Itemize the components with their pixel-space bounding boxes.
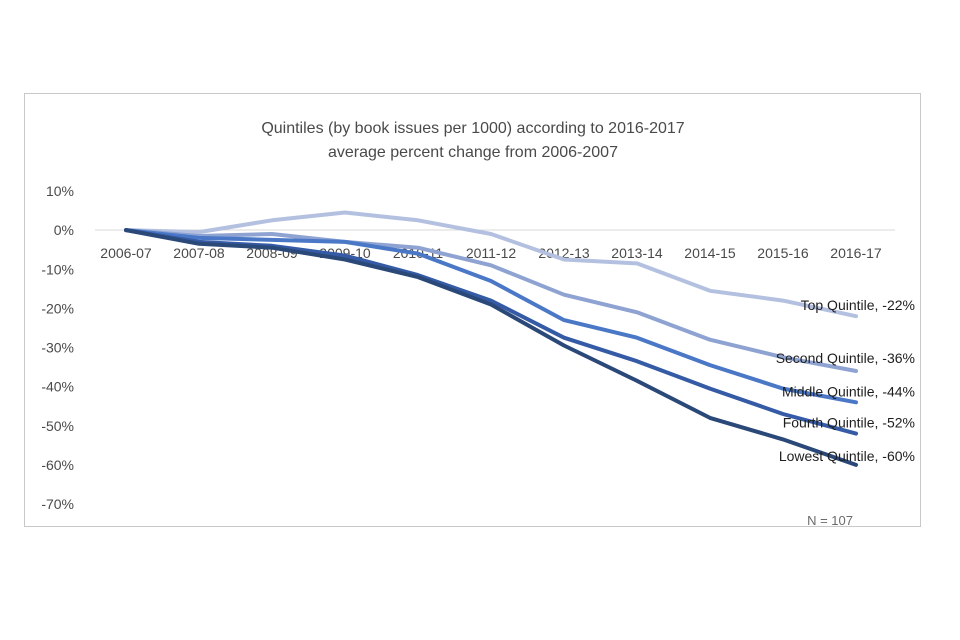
- x-tick-label: 2013-14: [611, 245, 663, 261]
- series-labels: Top Quintile, -22% Second Quintile, -36% M…: [776, 297, 915, 464]
- series-line-middle-quintile: [124, 228, 858, 405]
- x-tick-label: 2011-12: [466, 245, 517, 261]
- series-label-fourth-quintile: Fourth Quintile, -52%: [783, 415, 915, 431]
- chart-subtitle: average percent change from 2006-2007: [328, 144, 618, 161]
- x-axis-ticks: 2006-07 2007-08 2008-09 2009-10 2010-11 2011-…: [100, 245, 882, 261]
- y-axis-ticks: 10% 0% -10% -20% -30% -40% -50% -60% -70%: [41, 183, 74, 512]
- line-chart: Quintiles (by book issues per 1000) acco…: [41, 120, 915, 528]
- series-label-top-quintile: Top Quintile, -22%: [801, 297, 915, 313]
- sample-size-note: N = 107: [807, 513, 853, 528]
- x-tick-label: 2015-16: [757, 245, 809, 261]
- series-lines: [124, 210, 858, 467]
- y-tick-label: 10%: [46, 183, 74, 199]
- y-tick-label: 0%: [54, 222, 74, 238]
- x-tick-label: 2016-17: [830, 245, 882, 261]
- x-tick-label: 2014-15: [684, 245, 736, 261]
- chart-frame: Quintiles (by book issues per 1000) acco…: [24, 93, 921, 528]
- x-tick-label: 2007-08: [173, 245, 225, 261]
- series-label-lowest-quintile: Lowest Quintile, -60%: [779, 448, 915, 464]
- series-line-lowest-quintile: [124, 228, 858, 467]
- series-line-second-quintile: [124, 228, 858, 373]
- chart-title: Quintiles (by book issues per 1000) acco…: [261, 120, 684, 137]
- y-tick-label: -10%: [41, 261, 74, 277]
- y-tick-label: -40%: [41, 379, 74, 395]
- y-tick-label: -60%: [41, 457, 74, 473]
- x-tick-label: 2006-07: [100, 245, 152, 261]
- series-label-second-quintile: Second Quintile, -36%: [776, 350, 915, 366]
- y-tick-label: -70%: [41, 496, 74, 512]
- series-label-middle-quintile: Middle Quintile, -44%: [782, 383, 915, 399]
- y-tick-label: -30%: [41, 340, 74, 356]
- y-tick-label: -50%: [41, 418, 74, 434]
- y-tick-label: -20%: [41, 300, 74, 316]
- series-line-top-quintile: [124, 210, 858, 319]
